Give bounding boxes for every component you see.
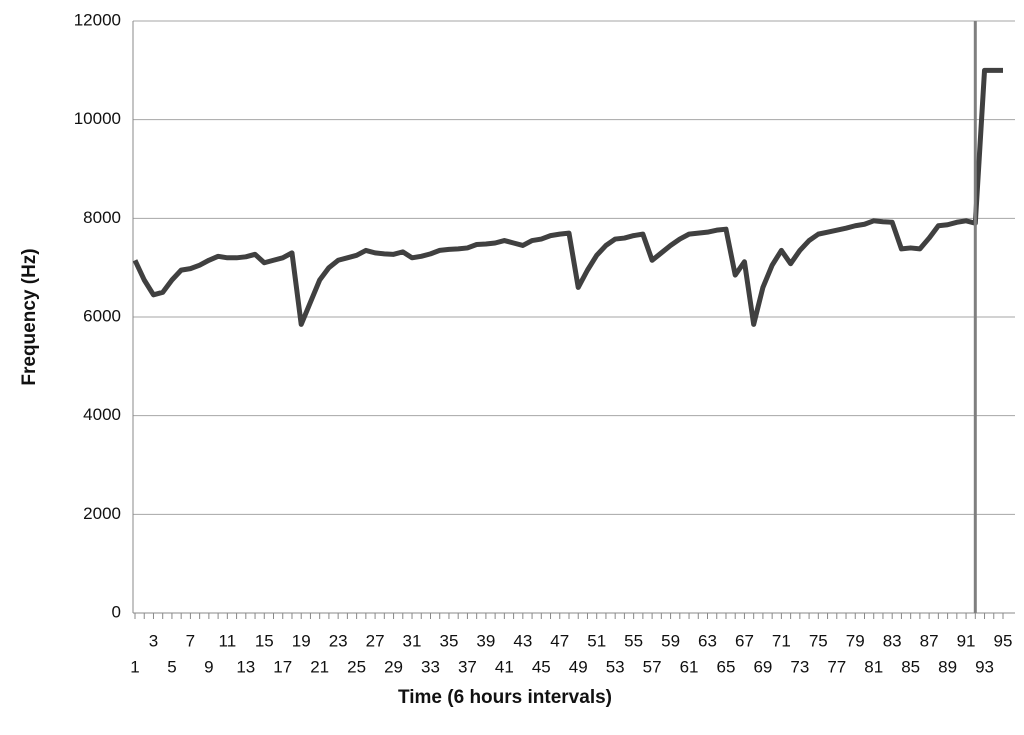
x-tick-label: 27: [366, 631, 385, 650]
x-tick-label: 41: [495, 657, 514, 676]
x-tick-label: 93: [975, 657, 994, 676]
x-tick-label: 47: [550, 631, 569, 650]
x-tick-label: 89: [938, 657, 957, 676]
x-tick-label: 87: [920, 631, 939, 650]
x-tick-label: 53: [606, 657, 625, 676]
x-tick-label: 5: [167, 657, 176, 676]
x-tick-label: 29: [384, 657, 403, 676]
x-tick-label: 57: [643, 657, 662, 676]
x-tick-label: 43: [513, 631, 532, 650]
y-axis-title: Frequency (Hz): [19, 248, 40, 385]
x-tick-label: 21: [310, 657, 329, 676]
x-tick-label: 83: [883, 631, 902, 650]
x-tick-label: 73: [790, 657, 809, 676]
y-tick-label: 6000: [83, 306, 121, 325]
x-tick-label: 3: [149, 631, 158, 650]
x-tick-label: 31: [403, 631, 422, 650]
x-tick-label: 55: [624, 631, 643, 650]
x-tick-label: 33: [421, 657, 440, 676]
x-tick-label: 85: [901, 657, 920, 676]
x-tick-label: 79: [846, 631, 865, 650]
x-tick-label: 35: [439, 631, 458, 650]
x-tick-label: 17: [273, 657, 292, 676]
x-tick-label: 71: [772, 631, 791, 650]
x-tick-label: 13: [236, 657, 255, 676]
x-tick-label: 65: [717, 657, 736, 676]
y-tick-label: 4000: [83, 405, 121, 424]
x-tick-label: 77: [827, 657, 846, 676]
x-tick-label: 45: [532, 657, 551, 676]
x-tick-label: 23: [329, 631, 348, 650]
x-tick-label: 11: [219, 631, 237, 650]
x-tick-label: 15: [255, 631, 274, 650]
x-tick-label: 39: [476, 631, 495, 650]
x-tick-label: 25: [347, 657, 366, 676]
x-tick-label: 81: [864, 657, 883, 676]
y-tick-label: 2000: [83, 504, 121, 523]
x-tick-label: 63: [698, 631, 717, 650]
x-tick-label: 9: [204, 657, 213, 676]
x-tick-label: 69: [753, 657, 772, 676]
x-tick-label: 75: [809, 631, 828, 650]
x-tick-label: 61: [680, 657, 699, 676]
x-tick-label: 19: [292, 631, 311, 650]
x-tick-label: 7: [186, 631, 195, 650]
x-axis-title: Time (6 hours intervals): [398, 687, 612, 708]
x-tick-label: 67: [735, 631, 754, 650]
x-tick-label: 91: [957, 631, 976, 650]
y-tick-label: 8000: [83, 208, 121, 227]
x-tick-label: 1: [130, 657, 139, 676]
x-tick-label: 51: [587, 631, 606, 650]
data-line: [132, 67, 1003, 327]
y-tick-label: 0: [112, 602, 121, 621]
x-tick-label: 59: [661, 631, 680, 650]
y-tick-label: 12000: [74, 10, 121, 29]
x-tick-label: 37: [458, 657, 477, 676]
x-tick-label: 49: [569, 657, 588, 676]
y-tick-label: 10000: [74, 109, 121, 128]
x-tick-label: 95: [994, 631, 1013, 650]
